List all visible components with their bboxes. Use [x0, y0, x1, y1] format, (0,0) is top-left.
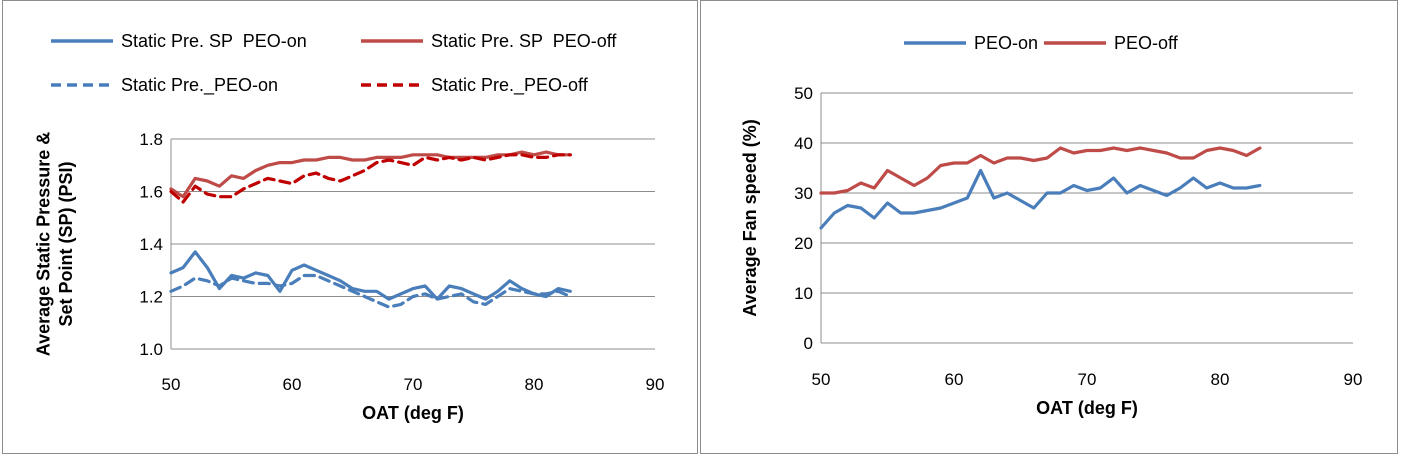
y-axis-title: Average Fan speed (%) — [740, 119, 760, 316]
y-tick-label: 10 — [794, 284, 813, 303]
x-tick-label: 60 — [945, 370, 964, 389]
x-tick-label: 90 — [646, 375, 665, 394]
series-line-1 — [819, 168, 1262, 230]
legend-label: PEO-on — [974, 33, 1038, 53]
legend-label: Static Pre. SP PEO-on — [121, 31, 307, 51]
y-tick-label: 1.0 — [139, 340, 163, 359]
x-tick-label: 70 — [404, 375, 423, 394]
series-line-4 — [169, 153, 572, 204]
x-tick-label: 80 — [525, 375, 544, 394]
y-tick-label: 40 — [794, 134, 813, 153]
x-axis-title: OAT (deg F) — [1036, 398, 1138, 418]
series-line-3 — [169, 273, 572, 309]
y-tick-label: 1.8 — [139, 130, 163, 149]
x-tick-label: 80 — [1211, 370, 1230, 389]
y-tick-label: 20 — [794, 234, 813, 253]
legend-label: Static Pre._PEO-on — [121, 75, 278, 96]
y-tick-label: 50 — [794, 84, 813, 103]
x-tick-label: 60 — [283, 375, 302, 394]
fan-speed-chart: 0 10 20 30 40 50 50 60 70 80 90 OAT (deg F) Average … — [740, 33, 1363, 418]
legend-label: PEO-off — [1114, 33, 1179, 53]
legend-label: Static Pre._PEO-off — [431, 75, 589, 96]
y-tick-label: 30 — [794, 184, 813, 203]
x-axis-title: OAT (deg F) — [362, 403, 464, 423]
series-line-2 — [819, 146, 1262, 195]
static-pressure-chart: 1.0 1.2 1.4 1.6 1.8 50 60 70 80 90 OAT (deg F) Aver… — [33, 31, 665, 423]
series-line-2 — [169, 150, 572, 199]
x-tick-label: 70 — [1078, 370, 1097, 389]
x-tick-label: 90 — [1344, 370, 1363, 389]
y-tick-label: 1.2 — [139, 288, 163, 307]
series-line-1 — [169, 250, 572, 301]
y-tick-label: 0 — [804, 334, 813, 353]
x-tick-label: 50 — [812, 370, 831, 389]
y-axis-title: Average Static Pressure & Set Point (SP) … — [33, 132, 76, 356]
y-tick-label: 1.6 — [139, 183, 163, 202]
static-pressure-chart-panel: 1.0 1.2 1.4 1.6 1.8 50 60 70 80 90 OAT (deg F) Aver… — [2, 0, 698, 454]
y-tick-label: 1.4 — [139, 235, 163, 254]
legend-label: Static Pre. SP PEO-off — [431, 31, 617, 51]
x-tick-label: 50 — [162, 375, 181, 394]
fan-speed-chart-panel: 0 10 20 30 40 50 50 60 70 80 90 OAT (deg F) Average … — [700, 0, 1398, 454]
